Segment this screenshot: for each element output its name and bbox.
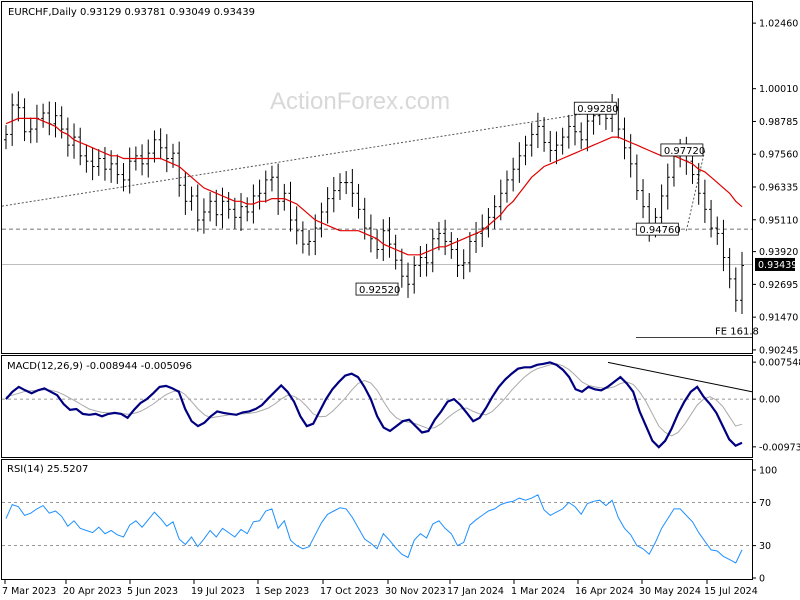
price-panel-title: EURCHF,Daily 0.93129 0.93781 0.93049 0.9… xyxy=(8,7,255,18)
x-tick-label: 5 Jun 2023 xyxy=(127,586,178,597)
price-tick-label: 1.00010 xyxy=(759,84,798,95)
price-tick-label: 1.02460 xyxy=(759,19,798,30)
rsi-tick-label: 30 xyxy=(759,541,771,552)
rsi-panel-frame xyxy=(1,459,753,580)
x-tick-label: 19 Jul 2023 xyxy=(191,586,245,597)
macd-tick-label: 0.00 xyxy=(759,395,780,406)
price-tick-label: 0.98785 xyxy=(759,117,798,128)
x-tick-label: 1 Mar 2024 xyxy=(511,586,565,597)
price-tick-label: 0.93920 xyxy=(759,247,798,258)
fe-label: FE 161.8 xyxy=(715,326,759,337)
key-level-label: 0.97720 xyxy=(664,146,705,157)
price-tick-label: 0.90245 xyxy=(759,345,798,356)
long-trendline xyxy=(1,107,619,207)
x-tick-label: 16 Apr 2024 xyxy=(575,586,634,597)
ma-line xyxy=(5,117,743,256)
macd-tick-label: 0.007548 xyxy=(759,358,800,369)
key-level-box xyxy=(660,143,704,157)
last-price-label: 0.93439 xyxy=(758,260,797,271)
x-tick-label: 17 Oct 2023 xyxy=(320,586,379,597)
key-level-label: 0.94760 xyxy=(639,225,680,236)
price-trendlines xyxy=(1,107,752,338)
x-axis: 7 Mar 2023 20 Apr 2023 5 Jun 2023 19 Jul 20… xyxy=(2,580,758,597)
macd-line xyxy=(5,361,743,449)
x-tick-label: 17 Jan 2024 xyxy=(447,586,504,597)
key-level-label: 0.92520 xyxy=(359,285,400,296)
rsi-tick-label: 70 xyxy=(759,498,771,509)
ma-group xyxy=(5,117,743,256)
x-tick-label: 15 Jul 2024 xyxy=(704,586,758,597)
x-tick-label: 7 Mar 2023 xyxy=(2,586,56,597)
key-level-labels: FE 161.8 0.99280 0.97720 0.94760 0.92520 0.93… xyxy=(355,101,797,337)
watermark: ActionForex.com xyxy=(270,88,450,115)
macd-divergence-line xyxy=(607,361,753,393)
short-trendline xyxy=(685,149,706,231)
key-level-box xyxy=(635,222,679,236)
price-tick-label: 0.96335 xyxy=(759,182,798,193)
x-tick-label: 20 Apr 2023 xyxy=(63,586,122,597)
x-tick-label: 30 Nov 2023 xyxy=(385,586,446,597)
macd-signal-line xyxy=(5,363,743,437)
macd-tick-label: -0.00973 xyxy=(759,442,800,453)
rsi-y-axis: 100 70 30 0 xyxy=(752,466,777,585)
x-tick-label: 1 Sep 2023 xyxy=(255,586,309,597)
price-y-axis: 1.02460 1.00010 0.98785 0.97560 0.96335 0.951… xyxy=(752,19,798,356)
rsi-tick-label: 0 xyxy=(759,574,765,585)
price-bars-group xyxy=(4,91,744,314)
price-panel-frame xyxy=(1,1,753,354)
key-level-box xyxy=(573,101,617,115)
x-tick-label: 30 May 2024 xyxy=(639,586,701,597)
rsi-line xyxy=(5,494,743,564)
macd-y-axis: 0.007548 0.00 -0.00973 xyxy=(752,358,800,453)
rsi-tick-label: 100 xyxy=(759,466,777,477)
macd-panel-title: MACD(12,26,9) -0.008944 -0.005096 xyxy=(7,361,192,372)
last-price-box xyxy=(755,257,795,271)
rsi-panel-title: RSI(14) 25.5207 xyxy=(7,464,88,475)
price-tick-label: 0.91470 xyxy=(759,313,798,324)
macd-panel-frame xyxy=(1,355,753,458)
price-tick-label: 0.97560 xyxy=(759,150,798,161)
key-level-label: 0.99280 xyxy=(577,104,618,115)
price-tick-label: 0.92695 xyxy=(759,280,798,291)
price-tick-label: 0.95110 xyxy=(759,215,798,226)
key-level-box xyxy=(355,282,399,296)
